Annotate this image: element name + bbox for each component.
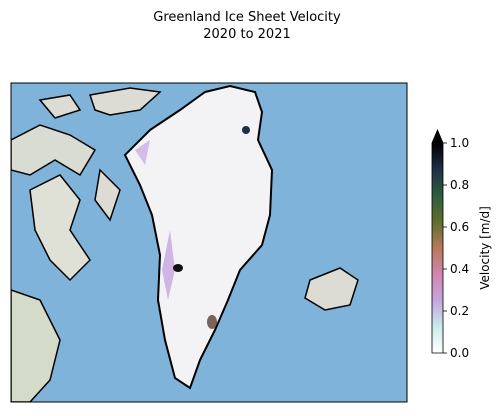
fast-ice bbox=[242, 126, 250, 134]
land bbox=[11, 124, 97, 177]
land bbox=[38, 94, 82, 119]
colorbar-gradient bbox=[432, 143, 443, 353]
fast-ice bbox=[135, 140, 150, 165]
tick-label: 0.4 bbox=[450, 262, 469, 276]
map bbox=[11, 83, 407, 402]
colorbar-extension bbox=[432, 130, 443, 143]
fast-ice bbox=[207, 315, 217, 329]
land bbox=[29, 174, 91, 282]
colorbar: 0.0 0.2 0.4 0.6 0.8 1.0 bbox=[431, 128, 469, 360]
land bbox=[304, 267, 359, 311]
tick-label: 1.0 bbox=[450, 136, 469, 150]
colorbar-label: Velocity [m/d] bbox=[478, 206, 492, 290]
land bbox=[94, 168, 121, 222]
colorbar-outline bbox=[431, 128, 444, 354]
fast-ice bbox=[173, 264, 183, 272]
tick-label: 0.8 bbox=[450, 178, 469, 192]
map-frame bbox=[10, 82, 408, 403]
tick-label: 0.2 bbox=[450, 304, 469, 318]
land bbox=[89, 87, 162, 116]
subtitle: 2020 to 2021 bbox=[203, 27, 290, 42]
tick-label: 0.0 bbox=[450, 346, 469, 360]
fast-ice bbox=[162, 230, 175, 300]
title: Greenland Ice Sheet Velocity bbox=[153, 10, 341, 25]
land bbox=[11, 289, 61, 402]
tick-label: 0.6 bbox=[450, 220, 469, 234]
greenland bbox=[123, 84, 274, 390]
